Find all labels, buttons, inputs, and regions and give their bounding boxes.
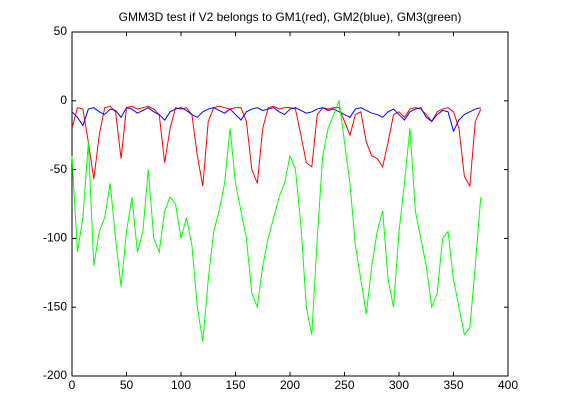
- x-tick-label: 50: [120, 378, 134, 392]
- chart-title: GMM3D test if V2 belongs to GM1(red), GM…: [119, 10, 462, 24]
- x-tick-label: 250: [334, 378, 354, 392]
- plot-area: [71, 31, 509, 377]
- y-tick-label: 0: [60, 93, 67, 107]
- y-tick-label: -100: [43, 231, 67, 245]
- series-line: [71, 107, 481, 133]
- x-tick-label: 0: [69, 378, 76, 392]
- series-line: [71, 105, 482, 188]
- x-tick-label: 200: [280, 378, 300, 392]
- x-tick-label: 300: [389, 378, 409, 392]
- x-tick-label: 400: [498, 378, 518, 392]
- y-tick-label: -200: [43, 368, 67, 382]
- y-tick-label: 50: [54, 24, 68, 38]
- x-tick-label: 350: [443, 378, 463, 392]
- x-tick-label: 100: [171, 378, 191, 392]
- x-tick-label: 150: [225, 378, 245, 392]
- series-line: [71, 98, 482, 342]
- y-tick-label: -50: [50, 162, 68, 176]
- y-tick-label: -150: [43, 299, 67, 313]
